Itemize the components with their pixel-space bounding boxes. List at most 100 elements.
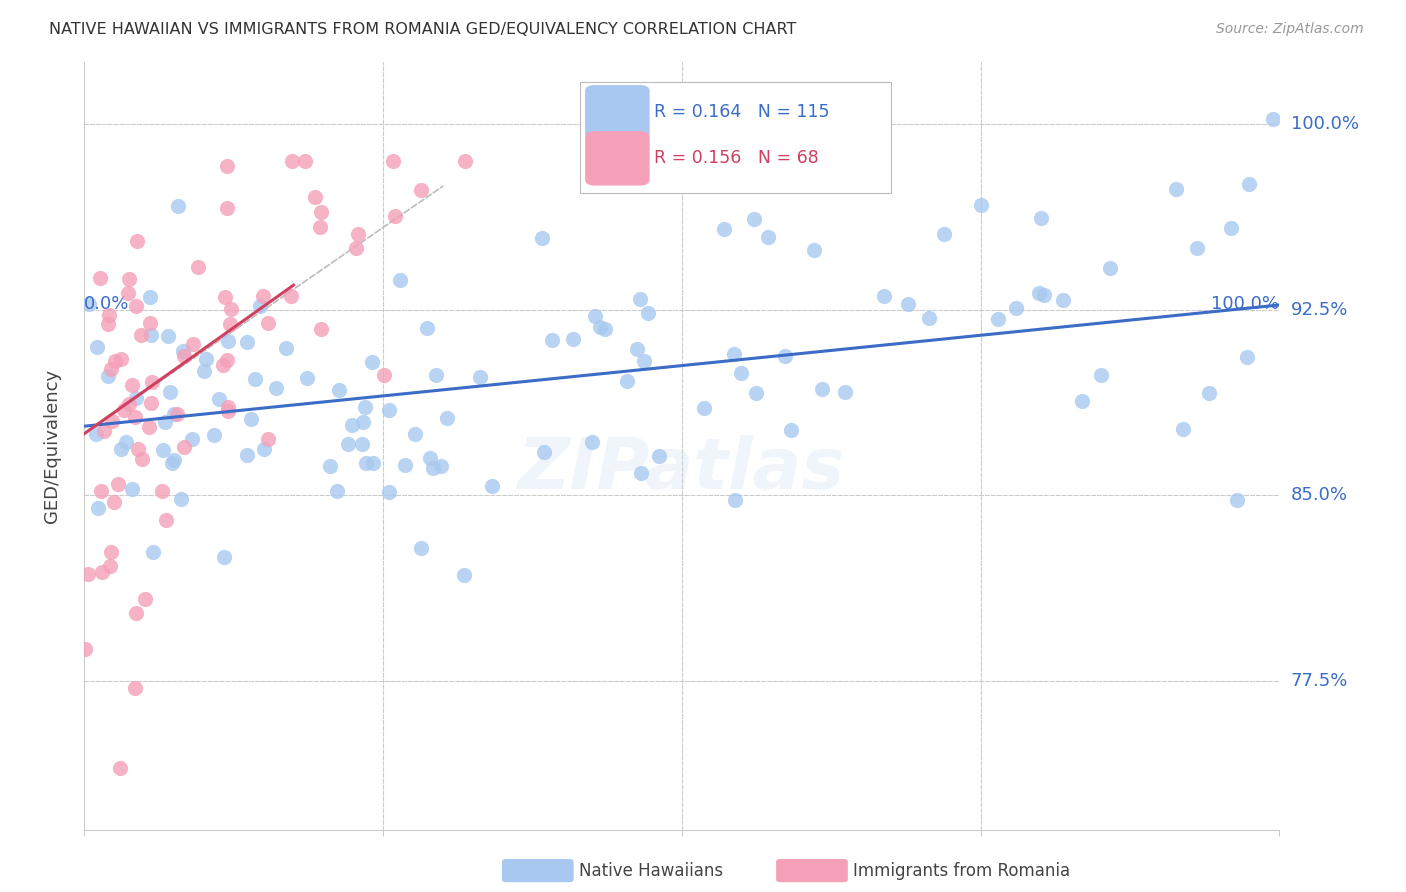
- Point: [112, 403, 135, 417]
- Point: [384, 210, 406, 224]
- Point: [131, 452, 153, 467]
- Point: [104, 354, 127, 368]
- Point: [157, 328, 180, 343]
- Point: [202, 428, 225, 442]
- Text: Source: ZipAtlas.com: Source: ZipAtlas.com: [1216, 22, 1364, 37]
- Point: [110, 761, 132, 775]
- Point: [138, 420, 160, 434]
- Point: [114, 434, 136, 449]
- Point: [87, 501, 110, 516]
- Point: [588, 320, 610, 334]
- Point: [101, 413, 124, 427]
- Point: [1052, 293, 1074, 308]
- Point: [352, 437, 374, 451]
- Text: ZIPatlas: ZIPatlas: [519, 434, 845, 503]
- Point: [215, 159, 238, 173]
- Point: [163, 408, 186, 422]
- Point: [436, 410, 458, 425]
- Point: [217, 403, 239, 417]
- Point: [121, 378, 143, 392]
- Point: [637, 306, 659, 320]
- Point: [212, 549, 235, 564]
- Point: [139, 396, 162, 410]
- Point: [98, 308, 121, 322]
- Point: [124, 681, 146, 695]
- Point: [648, 449, 671, 463]
- Point: [987, 312, 1010, 326]
- Point: [193, 364, 215, 378]
- Point: [125, 234, 148, 248]
- Point: [429, 458, 451, 473]
- FancyBboxPatch shape: [585, 131, 650, 186]
- Point: [1187, 241, 1209, 255]
- Point: [309, 321, 332, 335]
- Point: [723, 347, 745, 361]
- Point: [89, 271, 111, 285]
- Point: [724, 492, 747, 507]
- Point: [583, 309, 606, 323]
- Point: [1173, 421, 1195, 435]
- Point: [411, 183, 433, 197]
- Point: [416, 321, 439, 335]
- Point: [404, 426, 426, 441]
- Point: [454, 154, 477, 169]
- Point: [217, 352, 239, 367]
- Point: [152, 443, 174, 458]
- Point: [167, 199, 190, 213]
- Point: [628, 293, 651, 307]
- Point: [834, 384, 856, 399]
- Point: [217, 334, 239, 348]
- Point: [214, 290, 236, 304]
- Point: [173, 349, 195, 363]
- Point: [630, 467, 652, 481]
- Point: [125, 606, 148, 620]
- Point: [363, 456, 385, 470]
- Point: [236, 448, 259, 462]
- Point: [541, 334, 564, 348]
- Point: [215, 201, 238, 215]
- Point: [581, 434, 603, 449]
- Point: [1099, 261, 1122, 276]
- Point: [141, 375, 163, 389]
- Point: [110, 351, 132, 366]
- Point: [360, 355, 382, 369]
- Point: [243, 372, 266, 386]
- Point: [318, 458, 340, 473]
- Point: [453, 568, 475, 582]
- Point: [150, 483, 173, 498]
- Text: 100.0%: 100.0%: [1212, 295, 1279, 313]
- Point: [163, 452, 186, 467]
- Point: [780, 423, 803, 437]
- Point: [256, 432, 278, 446]
- Text: 100.0%: 100.0%: [1291, 115, 1358, 133]
- Point: [217, 400, 239, 414]
- Point: [1164, 182, 1187, 196]
- Text: R = 0.156   N = 68: R = 0.156 N = 68: [654, 149, 820, 168]
- Point: [1028, 285, 1050, 300]
- Point: [742, 211, 765, 226]
- Point: [969, 198, 991, 212]
- Point: [187, 260, 209, 274]
- Point: [616, 374, 638, 388]
- Point: [117, 286, 139, 301]
- Point: [181, 432, 204, 446]
- Point: [354, 456, 377, 470]
- Point: [1237, 178, 1260, 192]
- Point: [181, 337, 204, 351]
- Point: [208, 392, 231, 407]
- Point: [756, 229, 779, 244]
- Point: [281, 154, 304, 169]
- Point: [730, 366, 752, 380]
- Point: [419, 450, 441, 465]
- Point: [155, 415, 177, 429]
- Point: [1090, 368, 1112, 383]
- Point: [110, 442, 132, 456]
- Point: [304, 190, 326, 204]
- Point: [1033, 287, 1056, 301]
- Text: Native Hawaiians: Native Hawaiians: [579, 862, 724, 880]
- Point: [378, 402, 401, 417]
- Point: [422, 460, 444, 475]
- Point: [337, 436, 360, 450]
- Point: [155, 513, 177, 527]
- Text: NATIVE HAWAIIAN VS IMMIGRANTS FROM ROMANIA GED/EQUIVALENCY CORRELATION CHART: NATIVE HAWAIIAN VS IMMIGRANTS FROM ROMAN…: [49, 22, 797, 37]
